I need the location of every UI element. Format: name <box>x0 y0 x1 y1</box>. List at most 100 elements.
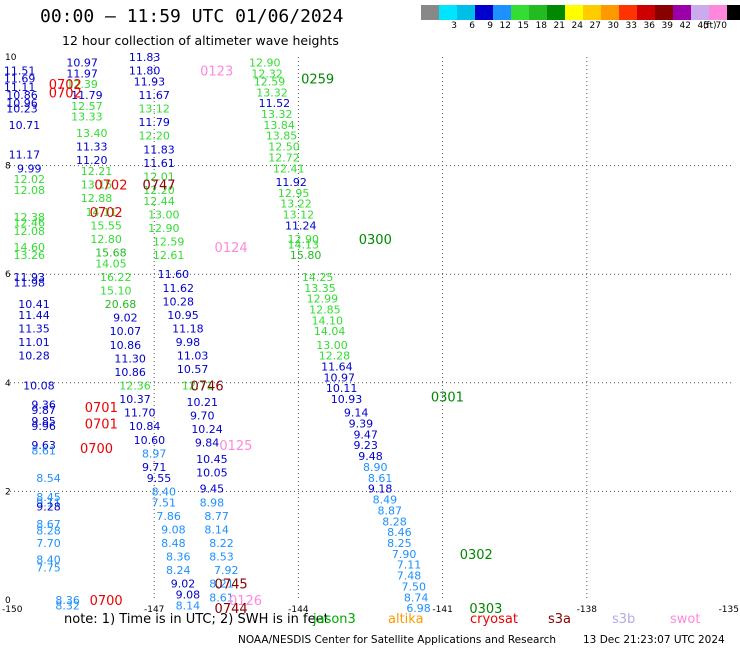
wave-height-value: 9.39 <box>349 418 374 431</box>
legend-swatch <box>547 5 565 20</box>
wave-height-value: 12.88 <box>81 192 113 205</box>
wave-height-value: 8.67 <box>36 518 61 531</box>
wave-height-value: 10.21 <box>187 396 219 409</box>
wave-height-value: 9.85 <box>31 415 56 428</box>
legend-swatch <box>619 5 637 20</box>
pass-time-label: 0702 <box>90 206 123 221</box>
wave-height-value: 7.11 <box>397 559 422 572</box>
wave-height-value: 10.60 <box>134 434 166 447</box>
pass-time-label: 0701 <box>85 401 118 416</box>
wave-height-value: 12.39 <box>66 78 98 91</box>
x-tick-label: -150 <box>2 605 23 615</box>
wave-height-value: 13.85 <box>266 130 298 143</box>
wave-height-value: 9.36 <box>31 399 56 412</box>
wave-height-value: 10.24 <box>191 423 223 436</box>
wave-height-value: 11.69 <box>4 73 36 86</box>
legend-label: 27 <box>589 21 601 31</box>
wave-height-value: 11.61 <box>143 157 175 170</box>
legend-swatch <box>637 5 655 20</box>
wave-height-value: 13.22 <box>280 198 312 211</box>
y-tick-label: 2 <box>5 487 11 497</box>
wave-height-value: 10.97 <box>324 371 356 384</box>
wave-height-value: 8.77 <box>204 510 229 523</box>
wave-height-value: 12.32 <box>251 67 283 80</box>
wave-height-value: 11.83 <box>143 143 175 156</box>
wave-height-value: 12.85 <box>309 303 341 316</box>
wave-height-value: 12.72 <box>268 151 300 164</box>
pass-time-label: 0126 <box>229 594 262 609</box>
wave-height-value: 6.98 <box>406 602 431 615</box>
wave-height-value: 11.92 <box>275 176 307 189</box>
wave-height-value: 8.61 <box>209 591 234 604</box>
wave-height-value: 12.08 <box>13 225 45 238</box>
wave-height-value: 9.02 <box>113 312 138 325</box>
color-legend-labels: 3 6 9 12 15 18 21 24 27 30 33 36 39 42 45 70 <box>421 21 727 31</box>
wave-height-value: 12.02 <box>13 173 45 186</box>
wave-height-value: 11.79 <box>71 89 103 102</box>
wave-height-value: 11.60 <box>158 268 190 281</box>
legend-label: 6 <box>469 21 475 31</box>
legend-label: 18 <box>535 21 547 31</box>
wave-height-value: 12.90 <box>287 233 319 246</box>
wave-height-value: 11.52 <box>259 97 291 110</box>
wave-height-value: 7.75 <box>36 561 61 574</box>
legend-swatch <box>421 5 439 20</box>
legend-swatch <box>457 5 475 20</box>
wave-height-value: 12.59 <box>254 75 286 88</box>
wave-height-value: 9.84 <box>195 437 220 450</box>
wave-height-value: 9.48 <box>358 450 383 463</box>
wave-height-value: 13.26 <box>13 249 45 262</box>
wave-height-value: 8.54 <box>36 472 61 485</box>
wave-height-value: 8.24 <box>166 564 191 577</box>
wave-height-value: 8.98 <box>200 496 225 509</box>
wave-height-value: 8.53 <box>209 551 234 564</box>
wave-height-value: 9.63 <box>31 439 56 452</box>
x-tick-label: -135 <box>719 605 739 615</box>
wave-height-value: 8.32 <box>55 599 80 612</box>
wave-height-value: 14.60 <box>13 241 45 254</box>
wave-height-value: 13.00 <box>148 208 180 221</box>
legend-label: 39 <box>661 21 673 31</box>
wave-height-value: 11.97 <box>66 67 98 80</box>
wave-height-value: 7.86 <box>156 510 181 523</box>
wave-height-value: 10.57 <box>177 363 209 376</box>
wave-height-value: 9.55 <box>147 472 172 485</box>
legend-label: 30 <box>607 21 619 31</box>
wave-height-value: 9.45 <box>200 483 225 496</box>
wave-height-value: 8.14 <box>176 599 201 612</box>
wave-height-value: 12.71 <box>182 380 214 393</box>
wave-height-value: 10.86 <box>114 366 146 379</box>
legend-label: 21 <box>553 21 565 31</box>
wave-height-value: 11.64 <box>321 361 353 374</box>
legend-label: 45 <box>697 21 709 31</box>
wave-height-value: 8.87 <box>377 504 402 517</box>
pass-time-label: 0700 <box>90 594 123 609</box>
pass-time-label: 0300 <box>359 233 392 248</box>
legend-label: 15 <box>517 21 529 31</box>
wave-height-value: 9.98 <box>176 336 201 349</box>
wave-height-value: 9.28 <box>36 501 61 514</box>
wave-height-value: 15.68 <box>95 246 127 259</box>
wave-height-value: 11.67 <box>138 89 170 102</box>
wave-height-value: 14.10 <box>311 314 343 327</box>
legend-unit: (ft) <box>703 21 717 31</box>
pass-time-label: 0744 <box>215 602 248 617</box>
wave-height-value: 8.40 <box>36 553 61 566</box>
wave-height-value: 13.35 <box>304 282 336 295</box>
wave-height-value: 12.90 <box>148 222 180 235</box>
wave-height-value: 11.83 <box>129 51 161 64</box>
pass-time-label: 0125 <box>219 439 252 454</box>
wave-height-value: 9.87 <box>31 404 56 417</box>
wave-height-value: 13.84 <box>263 119 295 132</box>
pass-time-label: 0746 <box>191 380 224 395</box>
pass-time-label: 0745 <box>215 578 248 593</box>
wave-height-value: 9.11 <box>36 496 61 509</box>
wave-height-value: 10.86 <box>6 89 38 102</box>
pass-time-label: 0700 <box>80 442 113 457</box>
mission-swot: swot <box>670 612 701 627</box>
wave-height-value: 8.25 <box>387 537 412 550</box>
legend-label: 33 <box>625 21 637 31</box>
wave-height-value: 13.12 <box>283 208 315 221</box>
legend-label: 3 <box>451 21 457 31</box>
wave-height-value: 8.46 <box>387 526 412 539</box>
